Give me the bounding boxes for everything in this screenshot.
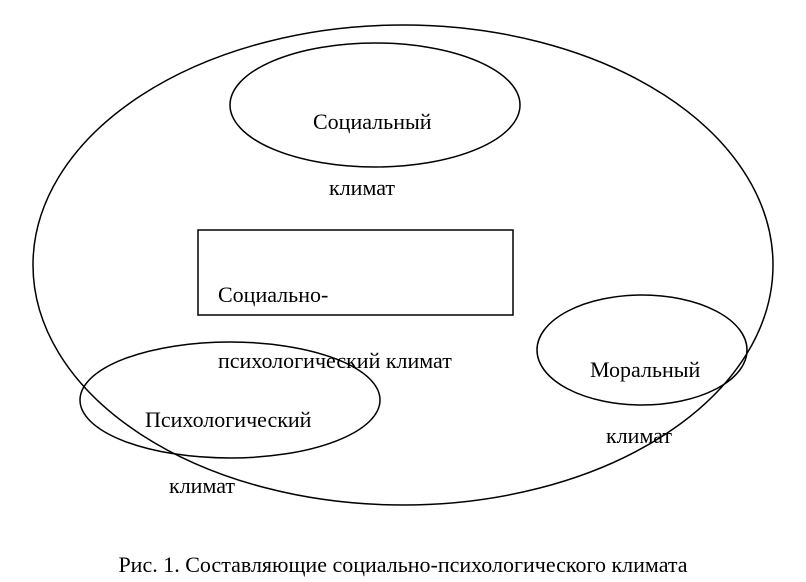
node-label-line: Социально- (218, 282, 328, 307)
node-label-line: климат (590, 423, 672, 448)
node-label-line: Социальный (313, 109, 432, 134)
node-label-line: климат (313, 175, 395, 200)
node-label-line: Психологический (145, 407, 311, 432)
node-label-line: Моральный (590, 357, 700, 382)
node-label-line: климат (145, 473, 235, 498)
diagram-container: Социальный климат Социально- психологиче… (0, 0, 806, 582)
node-psych-label: Психологический климат (145, 370, 311, 502)
figure-caption: Рис. 1. Составляющие социально-психологи… (0, 552, 806, 578)
node-social-label: Социальный климат (313, 72, 432, 204)
node-moral-label: Моральный климат (590, 320, 700, 452)
node-center-label: Социально- психологический климат (218, 245, 452, 377)
